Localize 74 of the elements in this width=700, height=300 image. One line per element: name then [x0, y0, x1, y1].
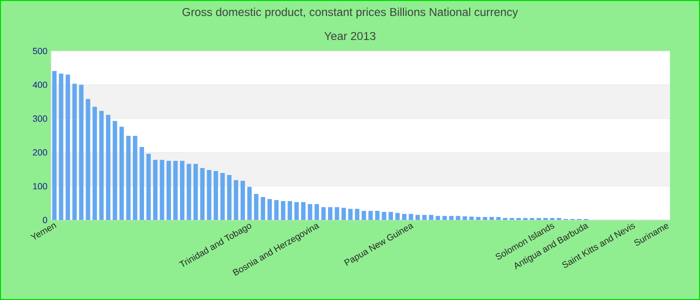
bar — [52, 70, 57, 220]
bar — [280, 201, 286, 220]
y-tick-label: 400 — [32, 82, 48, 88]
bar — [260, 197, 266, 220]
bar — [234, 180, 238, 220]
bar — [186, 164, 192, 220]
bar — [173, 160, 178, 220]
bar — [86, 98, 90, 220]
bar — [382, 212, 386, 220]
bar — [99, 110, 104, 220]
bar — [254, 194, 258, 220]
bar — [214, 170, 218, 220]
bar — [428, 214, 434, 220]
bar — [79, 84, 84, 220]
bar — [402, 214, 406, 220]
bar — [106, 114, 110, 220]
bar — [240, 180, 245, 220]
bar — [193, 164, 198, 220]
y-tick-label: 300 — [32, 115, 48, 122]
bar — [166, 160, 171, 220]
bar — [308, 204, 312, 220]
bar — [294, 202, 299, 220]
bar — [334, 207, 340, 220]
bar — [72, 84, 77, 220]
bar — [146, 154, 151, 220]
bar — [267, 199, 272, 220]
y-tick-label: 500 — [32, 48, 48, 54]
bar — [354, 208, 360, 220]
bar — [469, 216, 474, 220]
bar — [132, 136, 138, 220]
bar — [153, 160, 158, 220]
bar — [140, 146, 144, 220]
bar — [496, 216, 501, 220]
bar — [408, 214, 414, 220]
chart-title: Gross domestic product, constant prices Billions National currency — [182, 8, 518, 18]
bar — [375, 210, 380, 220]
bar — [388, 212, 393, 220]
chart-subtitle: Year 2013 — [324, 32, 376, 40]
bar — [247, 186, 252, 220]
bar — [66, 74, 70, 220]
bar — [112, 120, 118, 220]
bar — [160, 160, 164, 220]
bar — [301, 202, 306, 220]
y-tick-label: 0 — [42, 216, 48, 224]
bar — [200, 168, 205, 220]
bar — [368, 210, 373, 220]
bar — [288, 201, 292, 220]
bar — [456, 216, 460, 220]
bar — [490, 216, 494, 220]
bar — [341, 208, 346, 220]
bar — [227, 175, 232, 220]
bar — [126, 136, 131, 220]
bar — [422, 214, 427, 220]
bar — [362, 210, 366, 220]
bar — [220, 173, 225, 220]
bar — [462, 216, 467, 220]
bar — [415, 214, 420, 220]
bar — [58, 74, 64, 220]
bar — [436, 216, 440, 220]
bar — [328, 207, 332, 220]
bar — [119, 126, 124, 220]
bar — [395, 212, 400, 220]
bar — [321, 207, 326, 220]
bar — [442, 216, 447, 220]
y-tick-label: 100 — [33, 183, 48, 190]
y-tick-label: 200 — [32, 149, 48, 156]
bar — [449, 216, 454, 220]
bar — [476, 216, 480, 220]
bar — [314, 204, 319, 220]
bar — [92, 106, 97, 220]
bar — [274, 200, 279, 220]
bar — [348, 208, 353, 220]
bar — [206, 170, 212, 220]
bar — [180, 160, 184, 220]
